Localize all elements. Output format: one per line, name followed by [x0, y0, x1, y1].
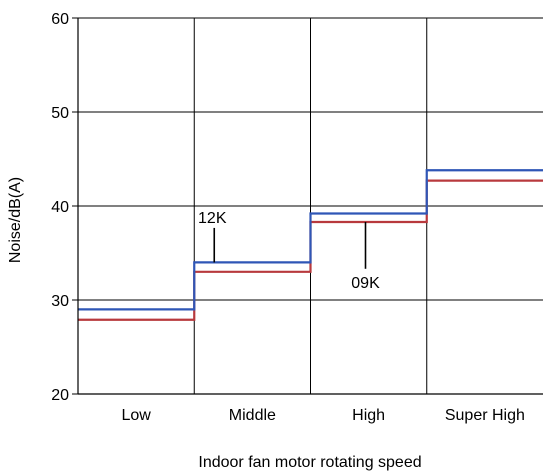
y-tick-label: 40 — [51, 199, 69, 216]
annotation-label: 09K — [351, 275, 380, 292]
y-tick-label: 30 — [51, 293, 69, 310]
x-tick-label: Low — [121, 407, 151, 424]
x-tick-label: Middle — [229, 407, 276, 424]
x-tick-label: Super High — [445, 407, 525, 424]
series-line-12k — [78, 169, 543, 311]
x-axis-label: Indoor fan motor rotating speed — [198, 454, 421, 471]
series-lines — [78, 169, 543, 321]
y-tick-label: 50 — [51, 105, 69, 122]
axes: 20 30 40 50 60 Low Middle High Super High — [51, 11, 543, 424]
annotation-label: 12K — [198, 210, 227, 227]
y-tick-label: 20 — [51, 387, 69, 404]
grid — [78, 17, 543, 395]
annotations: 12K 09K — [198, 210, 380, 292]
y-axis-label: Noise/dB(A) — [7, 177, 24, 263]
x-tick-label: High — [352, 407, 385, 424]
y-tick-label: 60 — [51, 11, 69, 28]
